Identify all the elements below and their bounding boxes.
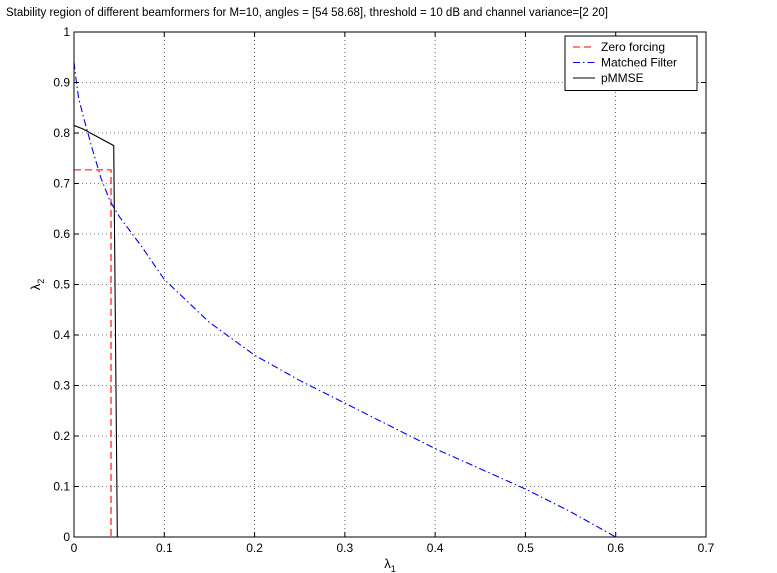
x-tick-label: 0 — [71, 541, 78, 555]
x-tick-label: 0.2 — [246, 541, 263, 555]
legend-label: pMMSE — [601, 71, 644, 85]
legend-label: Zero forcing — [601, 40, 665, 54]
y-tick-label: 0.4 — [53, 328, 70, 342]
y-tick-label: 0.5 — [53, 278, 70, 292]
x-axis-label-text: λ1 — [384, 556, 396, 573]
chart-title: Stability region of different beamformer… — [6, 7, 608, 19]
grid-layer — [74, 32, 706, 537]
y-tick-label: 0.7 — [53, 177, 70, 191]
y-tick-label: 0.8 — [53, 126, 70, 140]
y-tick-label: 1 — [63, 25, 70, 39]
x-tick-label: 0.1 — [156, 541, 173, 555]
series-line-pmmse — [73, 124, 118, 538]
y-tick-label: 0 — [63, 530, 70, 544]
x-tick-label: 0.5 — [517, 541, 534, 555]
x-tick-label: 0.4 — [427, 541, 444, 555]
series-line-zero-forcing — [74, 169, 112, 537]
legend-box — [564, 35, 698, 91]
y-tick-label: 0.3 — [53, 379, 70, 393]
y-tick-label: 0.6 — [53, 227, 70, 241]
series-layer — [73, 62, 616, 538]
y-tick-label: 0.2 — [53, 429, 70, 443]
series-line-matched-filter — [73, 62, 616, 538]
x-tick-label: 0.3 — [337, 541, 354, 555]
x-tick-label: 0.6 — [607, 541, 624, 555]
y-axis-label: λ2 — [28, 279, 46, 291]
y-tick-label: 0.9 — [53, 76, 70, 90]
legend-label: Matched Filter — [601, 56, 677, 70]
y-tick-label: 0.1 — [53, 480, 70, 494]
x-axis-label: λ1 — [384, 556, 396, 573]
y-axis-label-text: λ2 — [28, 279, 46, 291]
x-tick-label: 0.7 — [698, 541, 715, 555]
tick-layer: 0 0.1 0.2 0.3 0.4 0.5 0.6 0.7 0 0.1 0.2 0.3 0.4 0.5 0.… — [53, 25, 714, 555]
